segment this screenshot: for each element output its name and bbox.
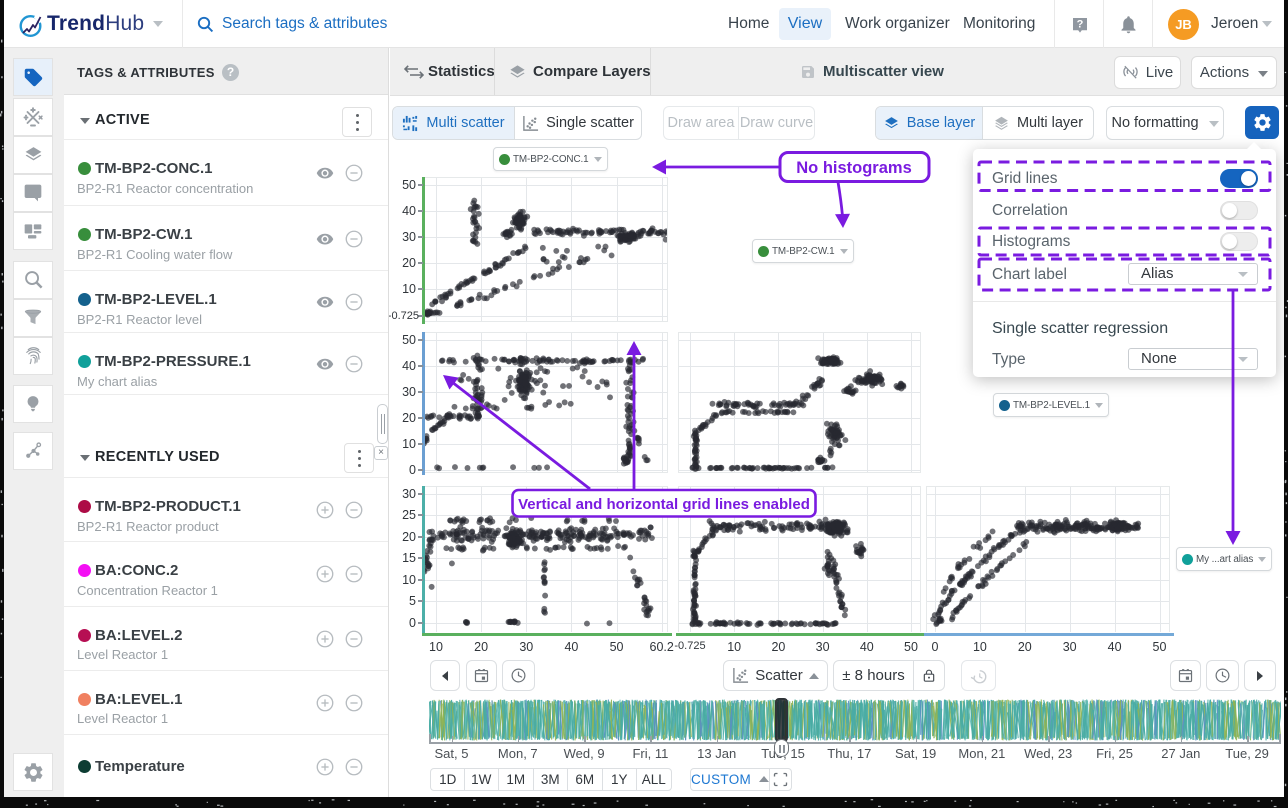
svg-text:?: ? bbox=[1077, 19, 1084, 31]
